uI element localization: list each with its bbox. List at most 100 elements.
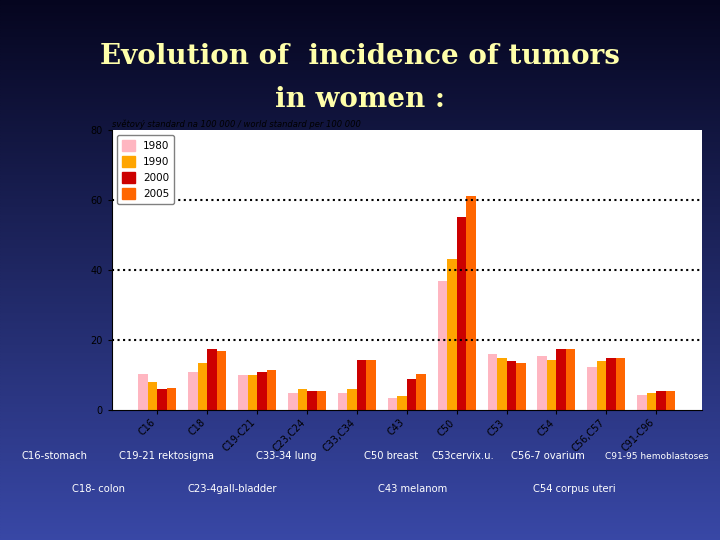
Bar bbox=[248, 375, 257, 410]
Bar bbox=[0, 327, 720, 329]
Bar bbox=[0, 494, 720, 497]
Bar bbox=[0, 437, 720, 440]
Bar bbox=[0, 308, 720, 310]
Bar bbox=[0, 483, 720, 486]
Bar bbox=[0, 459, 720, 462]
Bar bbox=[0, 508, 720, 510]
Bar bbox=[0, 456, 720, 459]
Bar bbox=[0, 216, 720, 219]
Bar bbox=[0, 138, 720, 140]
Bar bbox=[0, 435, 720, 437]
Bar bbox=[0, 343, 720, 346]
Bar bbox=[0, 486, 720, 489]
Bar bbox=[366, 360, 376, 410]
Bar bbox=[0, 505, 720, 508]
Bar bbox=[0, 51, 720, 54]
Bar bbox=[0, 162, 720, 165]
Bar bbox=[0, 364, 720, 367]
Bar bbox=[0, 111, 720, 113]
Bar bbox=[0, 259, 720, 262]
Bar bbox=[666, 391, 675, 410]
Bar bbox=[0, 351, 720, 354]
Bar bbox=[0, 238, 720, 240]
Bar bbox=[0, 529, 720, 532]
Bar bbox=[0, 408, 720, 410]
Bar bbox=[0, 321, 720, 324]
Bar bbox=[0, 340, 720, 343]
Bar bbox=[0, 122, 720, 124]
Bar bbox=[348, 389, 357, 410]
Bar bbox=[0, 416, 720, 418]
Bar bbox=[0, 481, 720, 483]
Bar bbox=[456, 217, 466, 410]
Bar bbox=[397, 396, 407, 410]
Bar bbox=[0, 124, 720, 127]
Bar bbox=[198, 363, 207, 410]
Bar bbox=[0, 143, 720, 146]
Bar bbox=[0, 300, 720, 302]
Bar bbox=[0, 335, 720, 338]
Bar bbox=[557, 349, 566, 410]
Bar bbox=[0, 35, 720, 38]
Bar bbox=[0, 362, 720, 364]
Bar bbox=[0, 70, 720, 73]
Bar bbox=[0, 167, 720, 170]
Bar bbox=[0, 429, 720, 432]
Bar bbox=[0, 338, 720, 340]
Bar bbox=[0, 146, 720, 148]
Bar bbox=[0, 262, 720, 265]
Bar bbox=[167, 388, 176, 410]
Bar bbox=[0, 197, 720, 200]
Bar bbox=[0, 392, 720, 394]
Bar bbox=[0, 211, 720, 213]
Bar bbox=[0, 0, 720, 3]
Bar bbox=[0, 62, 720, 65]
Bar bbox=[0, 440, 720, 443]
Bar bbox=[0, 232, 720, 235]
Bar bbox=[0, 510, 720, 513]
Bar bbox=[0, 68, 720, 70]
Text: C56-7 ovarium: C56-7 ovarium bbox=[511, 451, 585, 461]
Bar bbox=[0, 256, 720, 259]
Bar bbox=[0, 275, 720, 278]
Bar bbox=[288, 393, 297, 410]
Bar bbox=[0, 27, 720, 30]
Text: C43 melanom: C43 melanom bbox=[378, 484, 447, 494]
Bar bbox=[0, 165, 720, 167]
Bar bbox=[0, 38, 720, 40]
Bar bbox=[0, 78, 720, 81]
Bar bbox=[597, 361, 606, 410]
Bar bbox=[0, 489, 720, 491]
Bar bbox=[0, 273, 720, 275]
Bar bbox=[0, 219, 720, 221]
Bar bbox=[307, 391, 317, 410]
Bar bbox=[0, 173, 720, 176]
Bar bbox=[0, 227, 720, 229]
Bar bbox=[0, 189, 720, 192]
Bar bbox=[0, 230, 720, 232]
Bar bbox=[0, 130, 720, 132]
Bar bbox=[566, 349, 575, 410]
Bar bbox=[0, 221, 720, 224]
Bar bbox=[317, 391, 326, 410]
Bar bbox=[0, 370, 720, 373]
Bar bbox=[0, 305, 720, 308]
Text: světový standard na 100 000 / world standard per 100 000: světový standard na 100 000 / world stan… bbox=[112, 119, 361, 129]
Bar bbox=[0, 76, 720, 78]
Bar bbox=[0, 65, 720, 68]
Bar bbox=[0, 194, 720, 197]
Legend: 1980, 1990, 2000, 2005: 1980, 1990, 2000, 2005 bbox=[117, 135, 174, 204]
Bar bbox=[0, 443, 720, 445]
Bar bbox=[0, 205, 720, 208]
Bar bbox=[0, 213, 720, 216]
Bar bbox=[0, 432, 720, 435]
Bar bbox=[438, 280, 447, 410]
Bar bbox=[0, 289, 720, 292]
Bar bbox=[0, 73, 720, 76]
Bar bbox=[0, 359, 720, 362]
Bar bbox=[0, 30, 720, 32]
Bar bbox=[0, 54, 720, 57]
Bar bbox=[0, 132, 720, 135]
Bar bbox=[0, 151, 720, 154]
Text: C19-21 rektosigma: C19-21 rektosigma bbox=[119, 451, 214, 461]
